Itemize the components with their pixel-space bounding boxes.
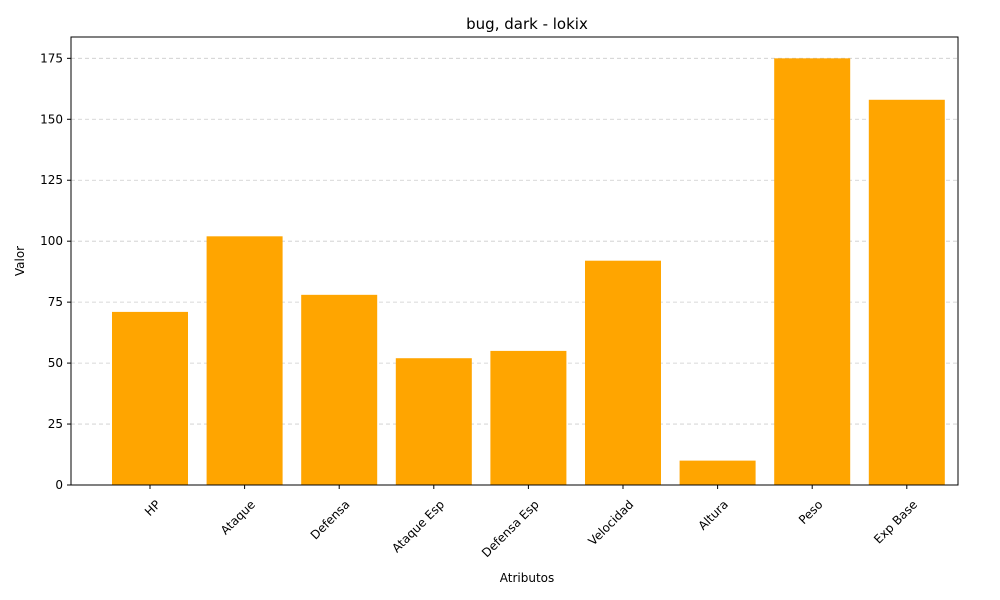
bar-peso bbox=[774, 58, 851, 485]
chart-title: bug, dark - lokix bbox=[466, 15, 588, 33]
x-axis-label: Atributos bbox=[500, 571, 555, 585]
bar-exp-base bbox=[868, 99, 945, 486]
x-tick-label-1: Ataque bbox=[218, 497, 258, 537]
y-axis-label: Valor bbox=[13, 246, 27, 276]
bar-velocidad bbox=[585, 260, 661, 485]
y-tick-label-5: 125 bbox=[40, 173, 63, 187]
bar-ataque-esp bbox=[395, 358, 472, 485]
y-tick-label-4: 100 bbox=[40, 234, 63, 248]
x-tick-label-5: Velocidad bbox=[586, 497, 637, 548]
bar-ataque bbox=[206, 236, 283, 485]
bar-altura bbox=[679, 460, 756, 485]
x-axis-ticks: HP Ataque Defensa Ataque Esp Defensa Esp Velo… bbox=[142, 485, 920, 560]
y-tick-label-7: 175 bbox=[40, 51, 63, 65]
y-tick-label-3: 75 bbox=[48, 295, 63, 309]
x-tick-label-7: Peso bbox=[796, 497, 826, 527]
y-axis-ticks: 0 25 50 75 100 125 150 175 bbox=[40, 51, 71, 492]
y-tick-label-6: 150 bbox=[40, 112, 63, 126]
bar-defensa-esp bbox=[490, 350, 567, 485]
x-tick-label-2: Defensa bbox=[308, 497, 353, 542]
x-tick-label-0: HP bbox=[142, 497, 163, 518]
y-tick-label-2: 50 bbox=[48, 356, 63, 370]
y-tick-label-0: 0 bbox=[55, 478, 63, 492]
bar-hp bbox=[112, 311, 188, 485]
x-tick-label-4: Defensa Esp bbox=[479, 497, 542, 560]
x-tick-label-8: Exp Base bbox=[871, 497, 920, 546]
x-tick-label-6: Altura bbox=[695, 497, 730, 532]
x-tick-label-3: Ataque Esp bbox=[389, 497, 447, 555]
bar-defensa bbox=[301, 294, 378, 485]
plot-frame bbox=[70, 36, 959, 486]
bars bbox=[112, 58, 945, 486]
y-tick-label-1: 25 bbox=[48, 417, 63, 431]
